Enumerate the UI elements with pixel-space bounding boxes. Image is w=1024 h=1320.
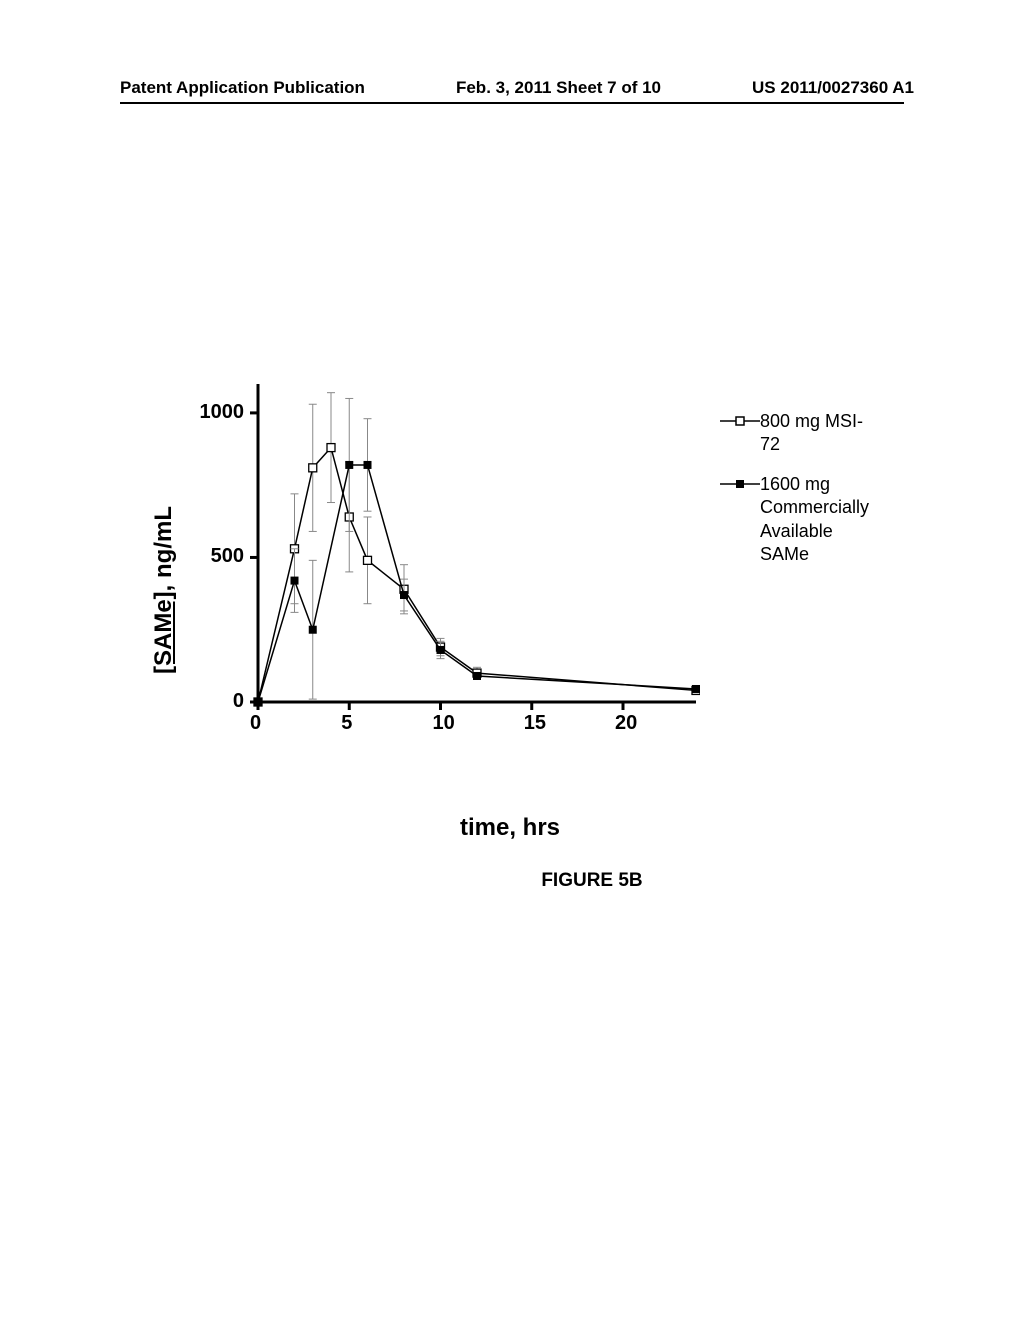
- y-tick-label: 1000: [200, 401, 245, 424]
- header-center: Feb. 3, 2011 Sheet 7 of 10: [456, 78, 661, 98]
- chart-svg: [250, 380, 700, 710]
- header-left: Patent Application Publication: [120, 78, 365, 98]
- header-right: US 2011/0027360 A1: [752, 78, 914, 98]
- legend: 800 mg MSI-72 1600 mgCommerciallyAvailab…: [720, 410, 880, 582]
- header-rule: [120, 102, 904, 104]
- x-tick-label: 20: [615, 712, 637, 735]
- legend-item: 800 mg MSI-72: [720, 410, 880, 457]
- y-tick-label: 500: [211, 545, 244, 568]
- x-axis-label: time, hrs: [460, 814, 560, 842]
- x-tick-label: 10: [433, 712, 455, 735]
- y-axis-label: [SAMe], ng/mL: [150, 506, 178, 674]
- plot-area: [250, 380, 700, 710]
- y-tick-label: 0: [233, 690, 244, 713]
- x-tick-label: 5: [341, 712, 352, 735]
- legend-marker-filled-square: [720, 473, 760, 495]
- legend-item: 1600 mgCommerciallyAvailable SAMe: [720, 473, 880, 567]
- legend-marker-open-square: [720, 410, 760, 432]
- x-tick-label: 0: [250, 712, 261, 735]
- legend-label: 800 mg MSI-72: [760, 410, 880, 457]
- figure-caption: FIGURE 5B: [0, 870, 1024, 892]
- x-tick-label: 15: [524, 712, 546, 735]
- page-header: Patent Application Publication Feb. 3, 2…: [0, 78, 1024, 98]
- chart-container: [SAMe], ng/mL time, hrs 0510152005001000…: [140, 380, 880, 800]
- legend-label: 1600 mgCommerciallyAvailable SAMe: [760, 473, 880, 567]
